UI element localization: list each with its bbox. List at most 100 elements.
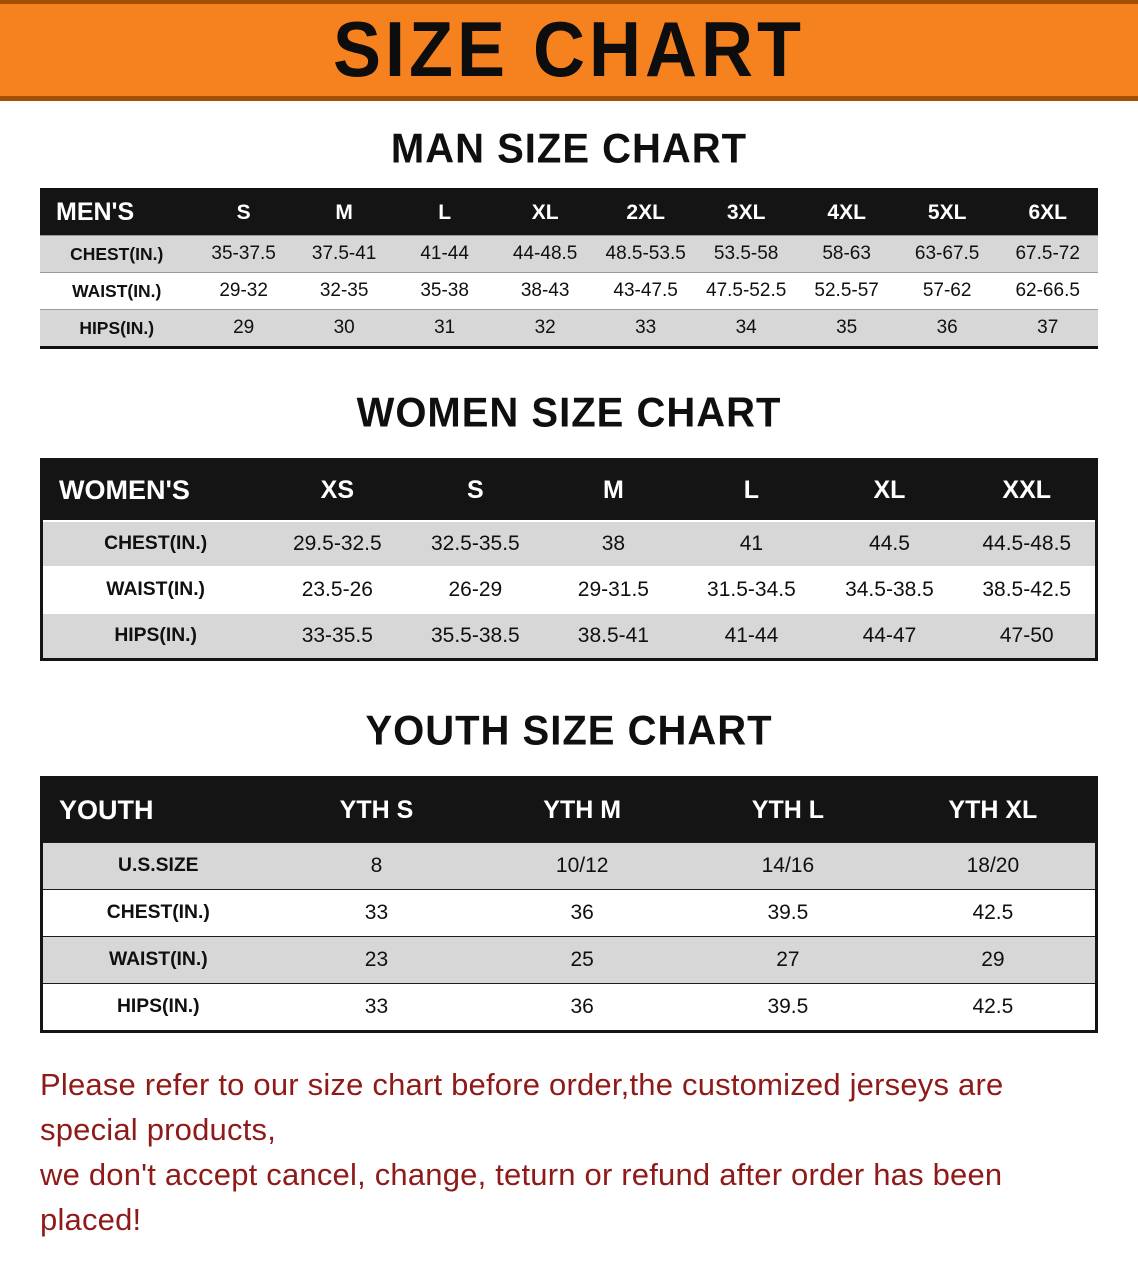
size-value-cell: 38-43: [520, 280, 570, 301]
table-title-cell: WOMEN'S: [41, 459, 269, 521]
table-row: HIPS(IN.) 33-35.5 35.5-38.5 38.5-41 41-44 44-…: [41, 613, 1097, 660]
page-title: SIZE CHART: [333, 6, 805, 94]
size-value-cell: 41: [739, 532, 764, 555]
women-size-section: WOMEN SIZE CHART WOMEN'S XS S M L XL XXL CHEST(…: [0, 389, 1138, 661]
table-row: CHEST(IN.) 29.5-32.5 32.5-35.5 38 41 44.5 44.5…: [41, 521, 1097, 567]
table-row: WAIST(IN.) 23.5-26 26-29 29-31.5 31.5-34.5 34…: [41, 567, 1097, 613]
youth-size-table: YOUTH YTH S YTH M YTH L YTH XL U.S.SIZE 8 10/12…: [40, 776, 1098, 1033]
table-row: CHEST(IN.) 33 36 39.5 42.5: [41, 889, 1097, 937]
size-value-cell: 31: [434, 317, 456, 338]
table-header-row: MEN'S S M L XL 2XL 3XL 4XL 5XL 6XL: [40, 189, 1098, 236]
size-column-header: L: [682, 459, 821, 521]
size-value-cell: 67.5-72: [1015, 243, 1080, 264]
size-value-cell: 37: [1037, 317, 1059, 338]
size-value-cell: 30: [333, 317, 355, 338]
row-label-cell: HIPS(IN.): [79, 317, 155, 338]
size-value-cell: 43-47.5: [613, 280, 678, 301]
disclaimer: Please refer to our size chart before or…: [40, 1063, 1100, 1243]
row-label-cell: CHEST(IN.): [106, 902, 210, 923]
size-column-header: YTH L: [685, 777, 891, 843]
mens-size-table: MEN'S S M L XL 2XL 3XL 4XL 5XL 6XL CHEST(IN.) 35-37…: [40, 188, 1098, 349]
size-value-cell: 48.5-53.5: [605, 243, 686, 264]
size-value-cell: 41-44: [724, 624, 779, 647]
row-label-cell: CHEST(IN.): [70, 243, 164, 264]
size-value-cell: 37.5-41: [311, 243, 377, 264]
size-column-header: S: [406, 459, 545, 521]
size-value-cell: 33: [635, 317, 657, 338]
size-column-header: YTH S: [273, 777, 480, 843]
man-size-section: MAN SIZE CHART MEN'S S M L XL 2XL 3XL 4XL 5XL 6XL…: [0, 126, 1138, 349]
size-value-cell: 33: [364, 995, 389, 1018]
size-value-cell: 41-44: [420, 243, 469, 264]
size-value-cell: 29: [981, 948, 1005, 971]
size-value-cell: 32: [534, 317, 556, 338]
size-column-header: 3XL: [695, 189, 797, 236]
women-size-heading: WOMEN SIZE CHART: [356, 389, 782, 437]
row-label-cell: WAIST(IN.): [106, 579, 205, 600]
table-row: WAIST(IN.) 29-32 32-35 35-38 38-43 43-47.5 47.…: [40, 272, 1098, 310]
size-value-cell: 25: [570, 948, 594, 971]
size-column-header: 5XL: [896, 189, 998, 236]
size-value-cell: 29-32: [219, 280, 268, 301]
size-value-cell: 29.5-32.5: [292, 532, 382, 555]
size-value-cell: 53.5-58: [713, 243, 779, 264]
size-value-cell: 31.5-34.5: [707, 578, 796, 601]
size-column-header: XXL: [958, 459, 1097, 521]
size-value-cell: 42.5: [972, 901, 1014, 924]
table-row: HIPS(IN.) 33 36 39.5 42.5: [41, 983, 1097, 1032]
size-value-cell: 27: [776, 948, 800, 971]
size-value-cell: 52.5-57: [814, 280, 879, 301]
size-value-cell: 42.5: [972, 995, 1014, 1018]
row-label-cell: HIPS(IN.): [116, 996, 200, 1017]
size-column-header: XL: [494, 189, 596, 236]
size-column-header: 4XL: [796, 189, 897, 236]
size-value-cell: 18/20: [966, 854, 1020, 877]
size-column-header: M: [293, 189, 395, 236]
size-column-header: XL: [820, 459, 959, 521]
size-value-cell: 35.5-38.5: [430, 624, 520, 647]
size-value-cell: 34.5-38.5: [845, 578, 934, 601]
size-value-cell: 57-62: [922, 280, 972, 301]
size-value-cell: 39.5: [767, 995, 809, 1018]
table-title-cell: MEN'S: [40, 189, 194, 236]
row-label-cell: WAIST(IN.): [108, 949, 208, 970]
table-row: WAIST(IN.) 23 25 27 29: [41, 936, 1097, 984]
size-value-cell: 32.5-35.5: [430, 532, 520, 555]
banner: SIZE CHART: [0, 0, 1138, 101]
size-value-cell: 38.5-42.5: [982, 578, 1072, 601]
size-value-cell: 33: [364, 901, 389, 924]
size-value-cell: 35-37.5: [211, 243, 276, 264]
size-column-header: 6XL: [997, 189, 1098, 236]
size-column-header: 2XL: [595, 189, 696, 236]
size-column-header: M: [544, 459, 683, 521]
size-value-cell: 32-35: [319, 280, 369, 301]
size-value-cell: 44.5-48.5: [982, 532, 1072, 555]
table-header-row: YOUTH YTH S YTH M YTH L YTH XL: [41, 777, 1097, 843]
size-value-cell: 29: [233, 317, 255, 338]
size-column-header: YTH M: [479, 777, 686, 843]
table-row: HIPS(IN.) 29 30 31 32 33 34 35 36 37: [40, 309, 1098, 348]
youth-size-section: YOUTH SIZE CHART YOUTH YTH S YTH M YTH L YTH…: [0, 707, 1138, 1033]
size-value-cell: 23: [364, 948, 389, 971]
size-value-cell: 36: [570, 995, 594, 1018]
disclaimer-line-1: Please refer to our size chart before or…: [40, 1067, 1004, 1147]
row-label-cell: WAIST(IN.): [72, 280, 162, 301]
size-value-cell: 29-31.5: [577, 578, 649, 601]
size-column-header: YTH XL: [890, 777, 1097, 843]
size-value-cell: 39.5: [767, 901, 809, 924]
youth-size-heading: YOUTH SIZE CHART: [365, 707, 773, 755]
table-header-row: WOMEN'S XS S M L XL XXL: [41, 459, 1097, 521]
table-row: U.S.SIZE 8 10/12 14/16 18/20: [41, 842, 1097, 890]
size-value-cell: 36: [570, 901, 594, 924]
size-value-cell: 14/16: [761, 854, 815, 877]
size-value-cell: 35: [836, 317, 858, 338]
size-value-cell: 8: [370, 854, 383, 877]
size-column-header: L: [394, 189, 495, 236]
size-value-cell: 47-50: [999, 624, 1054, 647]
size-column-header: S: [193, 189, 294, 236]
size-value-cell: 44-47: [862, 624, 917, 647]
table-title-cell: YOUTH: [41, 777, 274, 843]
table-row: CHEST(IN.) 35-37.5 37.5-41 41-44 44-48.5 48.5…: [40, 235, 1098, 273]
row-label-cell: CHEST(IN.): [104, 533, 208, 554]
size-value-cell: 36: [936, 317, 958, 338]
